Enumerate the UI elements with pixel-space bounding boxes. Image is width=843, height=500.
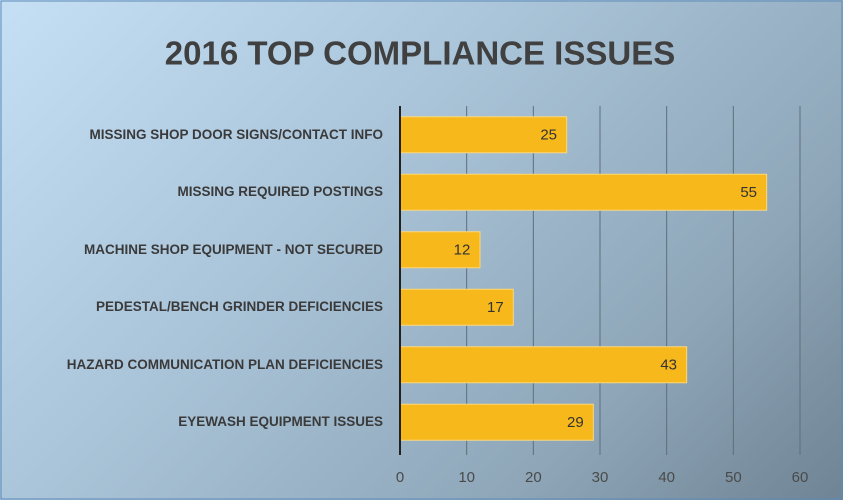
bar <box>399 346 688 384</box>
y-tick-label: MISSING SHOP DOOR SIGNS/CONTACT INFO <box>89 126 383 142</box>
x-tick-label: 40 <box>658 469 675 486</box>
x-tick-label: 0 <box>396 469 404 486</box>
x-tick-label: 10 <box>458 469 475 486</box>
bar <box>399 173 768 211</box>
value-label: 55 <box>740 184 757 201</box>
y-tick-label: MACHINE SHOP EQUIPMENT - NOT SECURED <box>83 241 383 257</box>
bar <box>399 116 568 154</box>
x-tick-label: 20 <box>525 469 542 486</box>
x-tick-label: 50 <box>725 469 742 486</box>
value-label: 12 <box>454 242 471 259</box>
bar <box>399 231 481 269</box>
bar <box>399 403 594 441</box>
y-tick-label: PEDESTAL/BENCH GRINDER DEFICIENCIES <box>95 299 383 315</box>
bar <box>399 288 514 326</box>
value-label: 25 <box>540 127 557 144</box>
value-label: 29 <box>567 414 584 431</box>
chart-title: 2016 TOP COMPLIANCE ISSUES <box>165 35 675 72</box>
x-tick-label: 60 <box>792 469 809 486</box>
x-tick-label: 30 <box>592 469 609 486</box>
y-tick-label: EYEWASH EQUIPMENT ISSUES <box>178 414 383 430</box>
value-label: 43 <box>660 357 677 374</box>
value-label: 17 <box>487 299 504 316</box>
y-tick-label: HAZARD COMMUNICATION PLAN DEFICIENCIES <box>66 356 383 372</box>
y-tick-label: MISSING REQUIRED POSTINGS <box>177 184 383 200</box>
